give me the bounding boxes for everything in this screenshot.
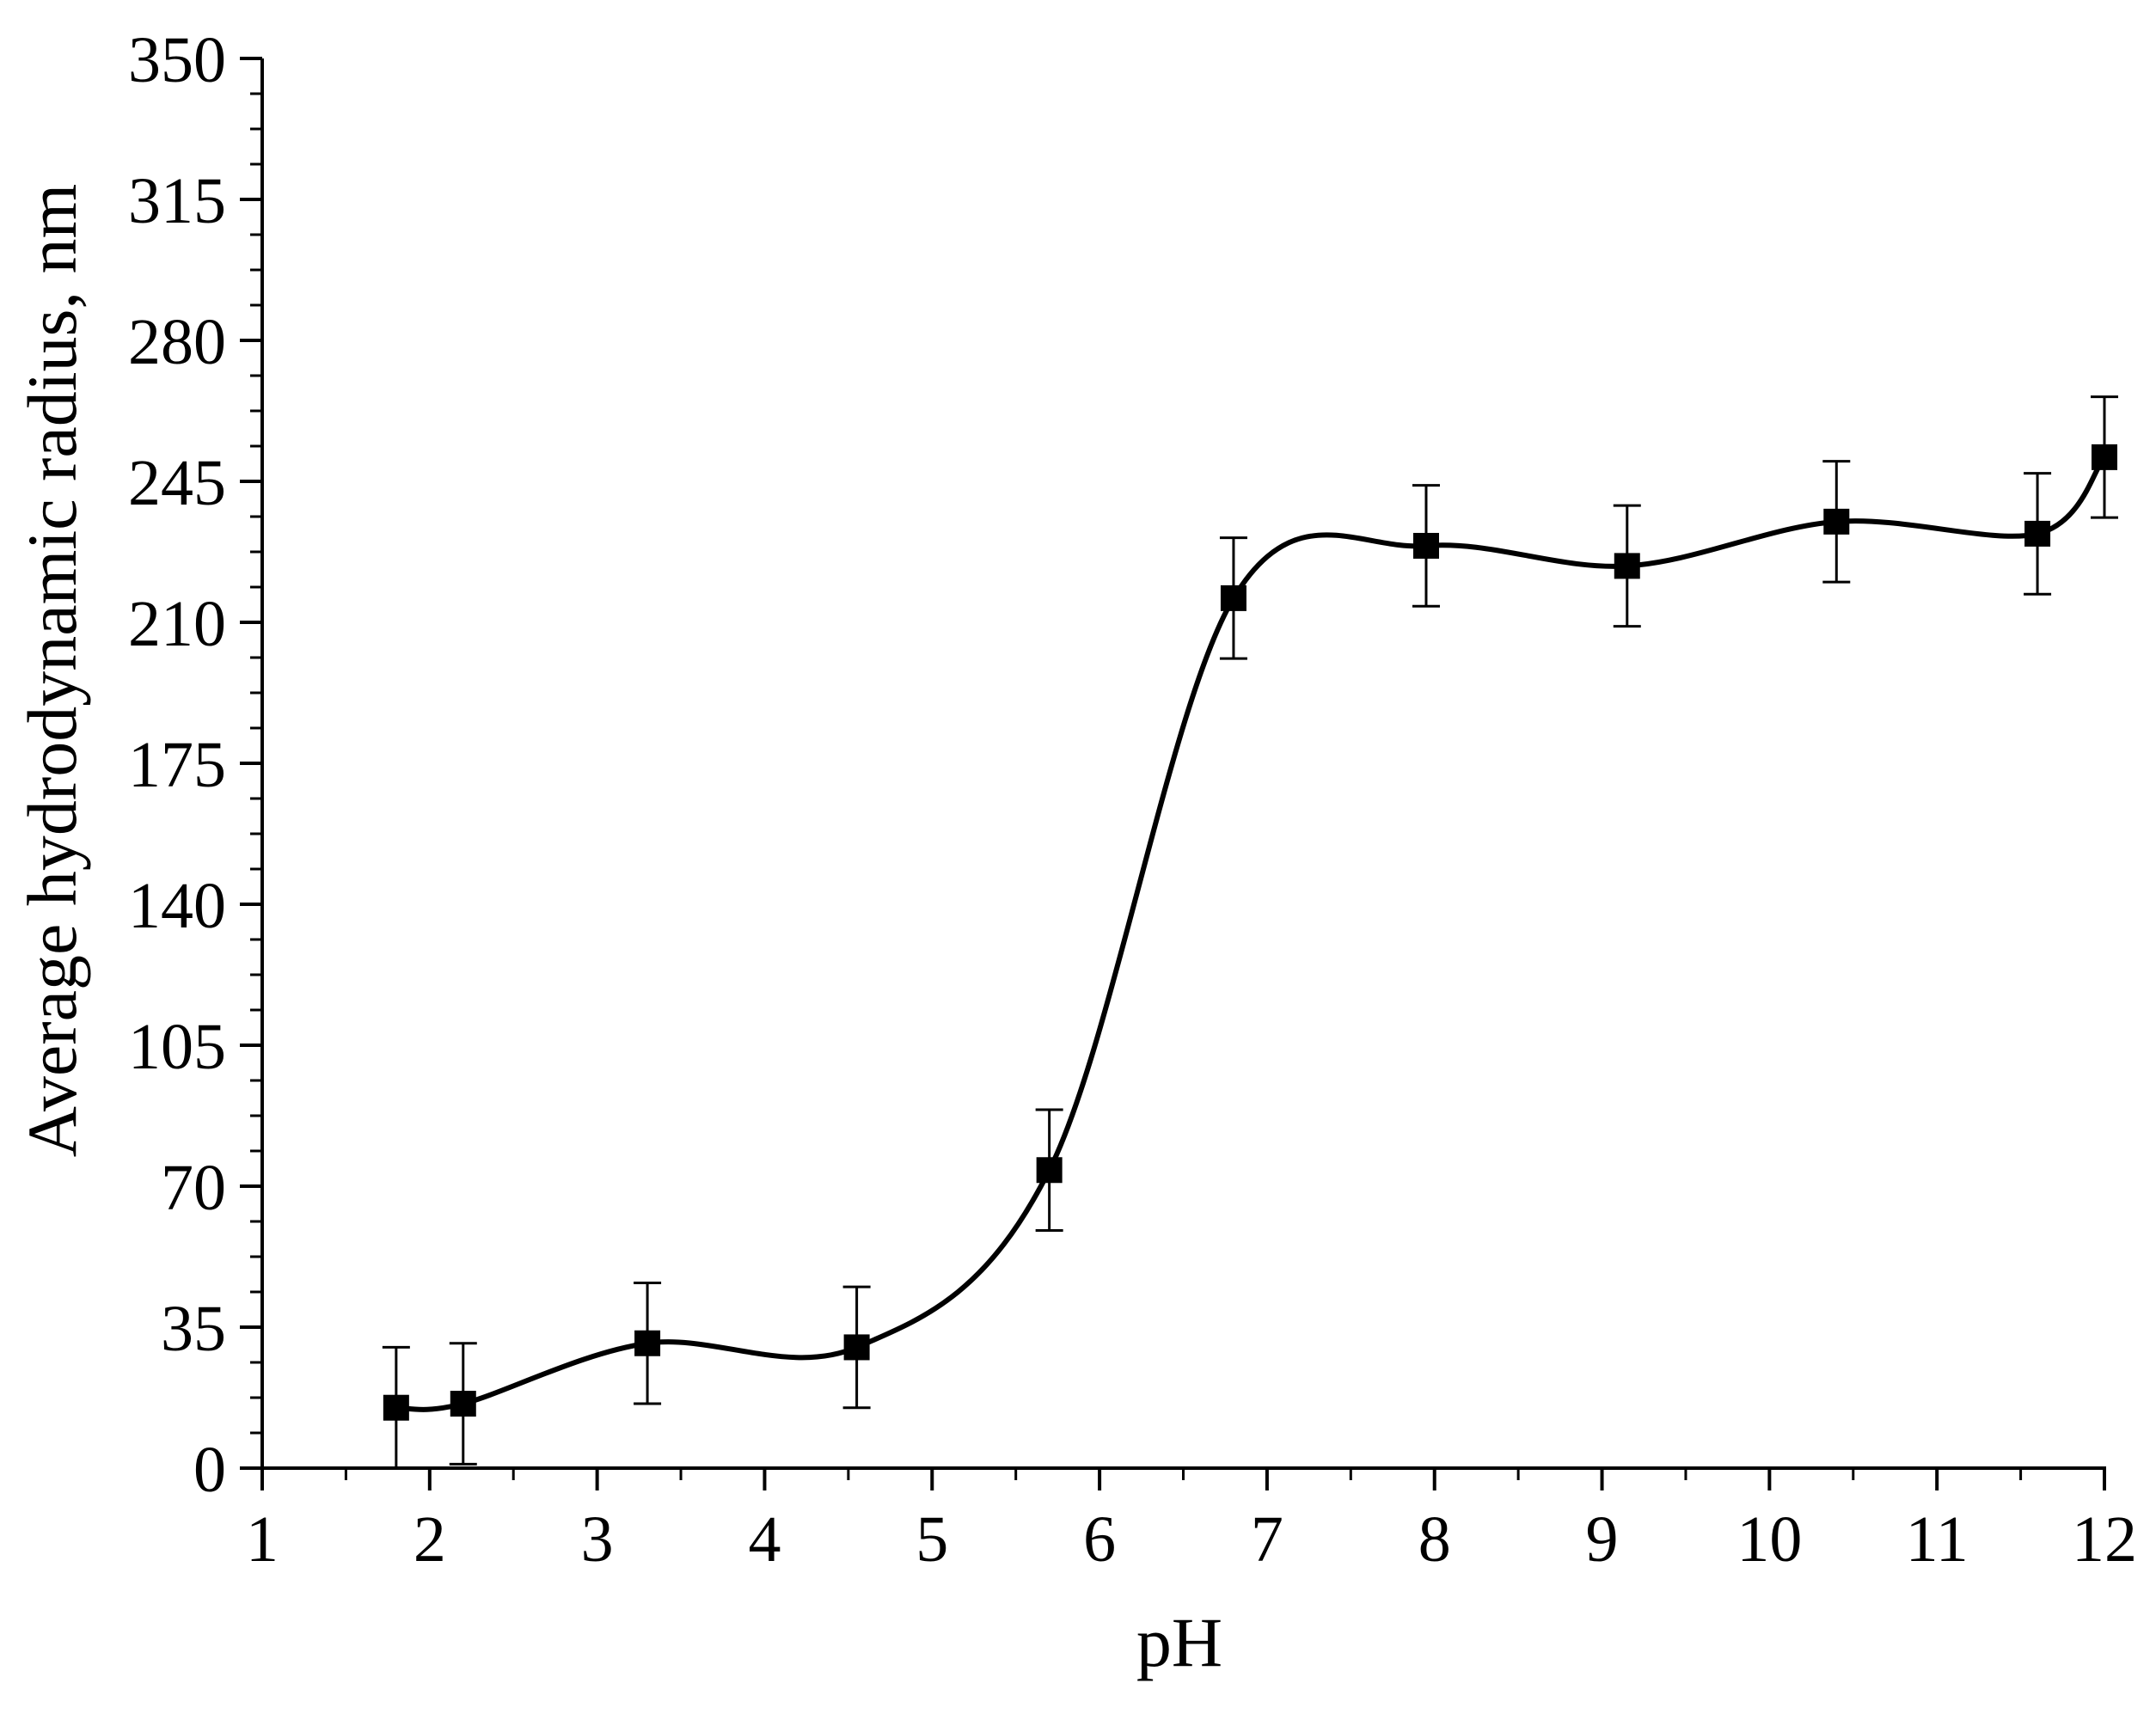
x-tick-label: 6 <box>1083 1503 1116 1576</box>
data-point <box>450 1391 476 1417</box>
x-tick-label: 12 <box>2072 1503 2137 1576</box>
x-tick-label: 3 <box>581 1503 614 1576</box>
y-tick-label: 350 <box>128 24 226 96</box>
data-point <box>1220 585 1246 611</box>
data-point <box>1036 1157 1063 1184</box>
data-point <box>1823 508 1850 535</box>
x-axis-label: pH <box>1136 1603 1222 1681</box>
data-point <box>2024 520 2051 547</box>
series-line <box>395 455 2107 1412</box>
data-point <box>1614 553 1640 579</box>
y-tick-label: 210 <box>128 588 226 660</box>
data-markers <box>383 444 2117 1421</box>
data-point <box>1412 532 1439 559</box>
x-tick-label: 9 <box>1586 1503 1619 1576</box>
y-tick-label: 280 <box>128 306 226 378</box>
y-tick-label: 140 <box>128 870 226 942</box>
x-tick-label: 5 <box>916 1503 948 1576</box>
fit-curve-layer <box>395 455 2107 1412</box>
y-tick-label: 315 <box>128 165 226 237</box>
x-tick-label: 4 <box>748 1503 781 1576</box>
y-tick-label: 0 <box>193 1434 226 1506</box>
data-point <box>634 1330 661 1356</box>
y-axis-label: Average hydrodynamic radius, nm <box>13 184 91 1157</box>
x-tick-label: 11 <box>1906 1503 1969 1576</box>
data-point <box>2092 444 2117 470</box>
axes <box>260 58 2106 1470</box>
x-tick-label: 7 <box>1251 1503 1283 1576</box>
ticks: 1 2 3 4 5 6 7 8 9 10 11 120357010514017521024528031… <box>128 24 2137 1576</box>
y-tick-label: 70 <box>161 1152 226 1224</box>
data-point <box>383 1394 409 1421</box>
y-tick-label: 175 <box>128 729 226 801</box>
x-tick-label: 2 <box>413 1503 446 1576</box>
x-tick-label: 1 <box>246 1503 279 1576</box>
error-bars <box>382 395 2118 1470</box>
y-tick-label: 245 <box>128 447 226 519</box>
x-tick-label: 8 <box>1418 1503 1451 1576</box>
x-tick-label: 10 <box>1736 1503 1802 1576</box>
y-tick-label: 105 <box>128 1011 226 1083</box>
y-tick-label: 35 <box>161 1293 226 1365</box>
data-point <box>843 1334 870 1361</box>
